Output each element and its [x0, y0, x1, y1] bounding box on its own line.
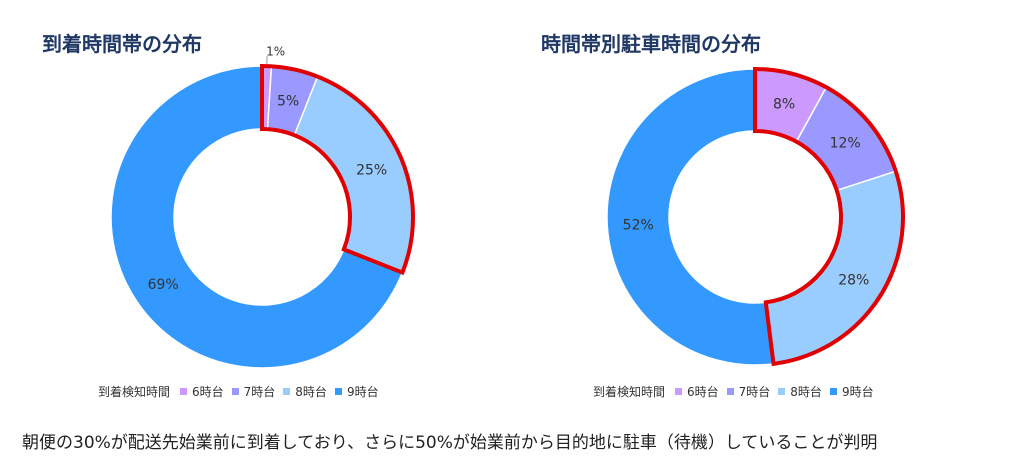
chart-title-arrival: 到着時間帯の分布: [42, 32, 202, 56]
donut-slice-9: [606, 68, 775, 366]
data-label-8: 28%: [838, 273, 869, 289]
legend-label: 8時台: [295, 385, 327, 399]
legend-swatch: [180, 388, 188, 395]
legend-item-7: 7時台: [231, 383, 276, 400]
legend-title: 到着検知時間: [98, 385, 171, 399]
legend-title: 到着検知時間: [593, 385, 666, 399]
legend-swatch: [334, 388, 342, 395]
data-label-9: 52%: [623, 217, 654, 233]
legend-label: 6時台: [687, 385, 719, 399]
legend-swatch: [675, 388, 683, 395]
legend-item-9: 9時台: [829, 383, 874, 400]
data-label-9: 69%: [148, 277, 179, 293]
legend-swatch: [726, 388, 734, 395]
legend-label: 9時台: [346, 385, 379, 399]
data-label-7: 12%: [830, 135, 861, 151]
data-label-7: 5%: [277, 93, 299, 109]
donut-slice-9: [110, 65, 404, 369]
highlight-outline: [260, 63, 415, 276]
legend-label: 7時台: [243, 385, 276, 399]
legend-swatch: [778, 388, 786, 395]
legend-item-8: 8時台: [778, 383, 822, 400]
legend-label: 7時台: [738, 385, 771, 399]
legend-swatch: [231, 388, 239, 395]
chart-title-parking: 時間帯別駐車時間の分布: [541, 32, 761, 56]
legend-swatch: [283, 388, 291, 395]
legend-swatch: [829, 388, 837, 395]
legend-item-6: 6時台: [675, 383, 719, 400]
data-label-6: 8%: [773, 97, 795, 113]
legend-item-6: 6時台: [180, 383, 224, 400]
legend-label: 9時台: [841, 385, 874, 399]
legend-label: 6時台: [192, 385, 224, 399]
legend-item-7: 7時台: [726, 383, 771, 400]
highlight-outline: [753, 66, 905, 367]
data-label-6: 1%: [266, 44, 285, 58]
summary-text: 朝便の30%が配送先始業前に到着しており、さらに50%が始業前から目的地に駐車（…: [22, 433, 878, 453]
legend-parking: 到着検知時間 6時台 7時台 8時台 9時台: [593, 383, 882, 400]
legend-item-9: 9時台: [334, 383, 379, 400]
legend-label: 8時台: [790, 385, 822, 399]
donut-slice-8: [764, 170, 904, 365]
data-label-8: 25%: [356, 163, 387, 179]
legend-item-8: 8時台: [283, 383, 327, 400]
donut-slice-8: [293, 75, 414, 274]
legend-arrival: 到着検知時間 6時台 7時台 8時台 9時台: [98, 383, 387, 400]
